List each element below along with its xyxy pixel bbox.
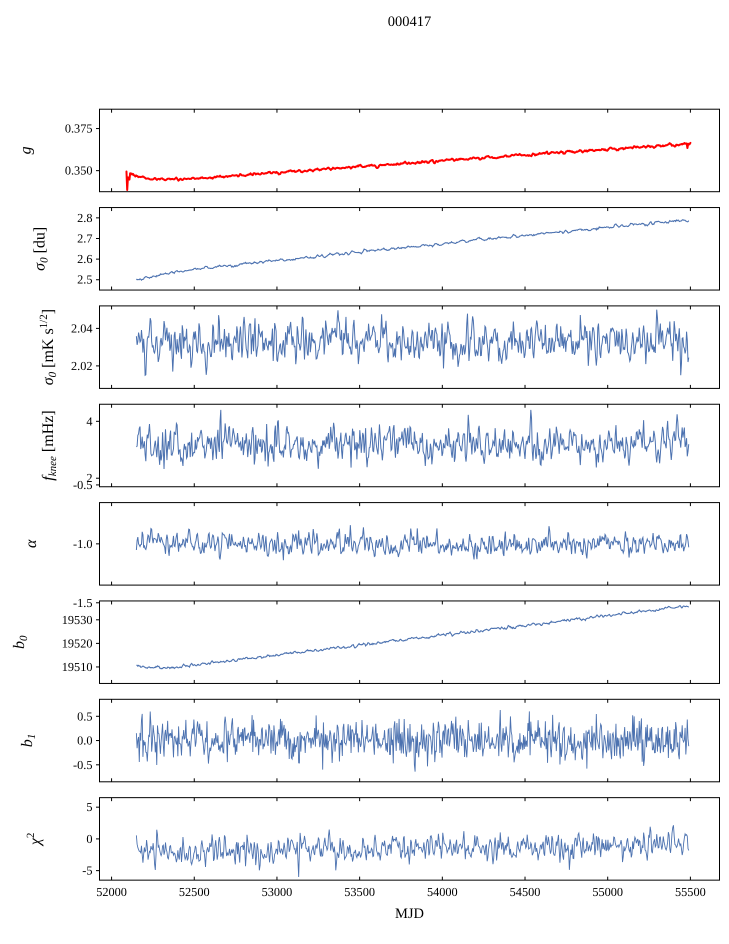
svg-text:σ0 [du]: σ0 [du] (32, 227, 51, 271)
svg-text:2.7: 2.7 (77, 232, 92, 246)
svg-text:52500: 52500 (179, 885, 210, 899)
svg-text:52000: 52000 (96, 885, 127, 899)
svg-text:2.8: 2.8 (77, 211, 92, 225)
svg-text:19530: 19530 (62, 613, 93, 627)
svg-text:0.5: 0.5 (77, 709, 92, 723)
svg-text:2.04: 2.04 (71, 321, 93, 335)
svg-text:2.5: 2.5 (77, 273, 92, 287)
svg-text:19520: 19520 (62, 636, 93, 650)
svg-text:55000: 55000 (592, 885, 623, 899)
svg-text:0: 0 (86, 832, 92, 846)
svg-text:α: α (23, 539, 40, 548)
svg-text:000417: 000417 (388, 14, 432, 30)
svg-text:0.375: 0.375 (65, 122, 93, 136)
svg-text:-0.5: -0.5 (73, 758, 92, 772)
svg-text:4: 4 (86, 414, 92, 428)
svg-text:0.350: 0.350 (65, 164, 93, 178)
svg-text:0.0: 0.0 (77, 734, 92, 748)
svg-text:-5: -5 (82, 864, 92, 878)
svg-text:55500: 55500 (675, 885, 706, 899)
svg-text:2.6: 2.6 (77, 252, 92, 266)
svg-text:2.02: 2.02 (71, 359, 93, 373)
svg-text:-1.5: -1.5 (73, 596, 92, 610)
svg-text:5: 5 (86, 800, 92, 814)
svg-text:-1.0: -1.0 (73, 537, 92, 551)
svg-text:-0.5: -0.5 (73, 478, 92, 492)
svg-text:54500: 54500 (510, 885, 541, 899)
svg-text:19510: 19510 (62, 660, 93, 674)
svg-text:53000: 53000 (262, 885, 293, 899)
svg-text:g: g (18, 146, 35, 154)
svg-text:MJD: MJD (395, 906, 424, 922)
svg-text:54000: 54000 (427, 885, 458, 899)
svg-text:53500: 53500 (344, 885, 375, 899)
